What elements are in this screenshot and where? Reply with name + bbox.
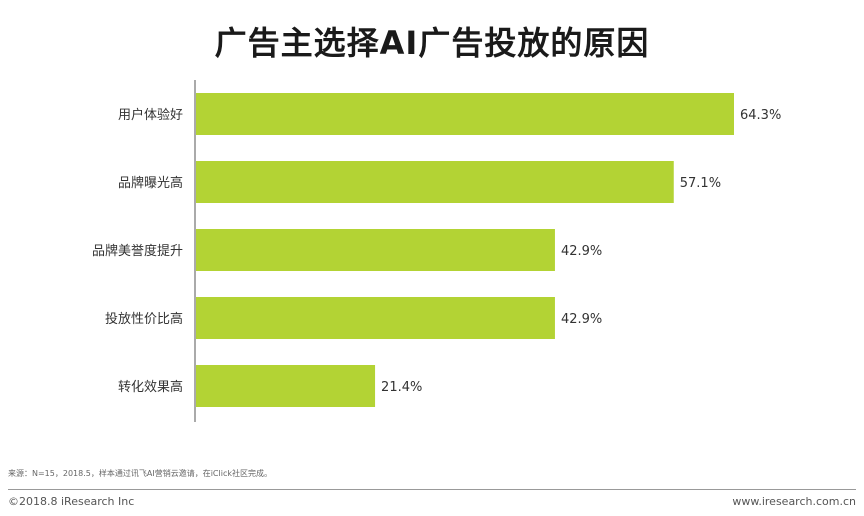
bar-5 [196, 365, 376, 407]
value-label: 64.3% [740, 108, 781, 123]
website-text: www.iresearch.com.cn [732, 495, 856, 508]
bar-1 [196, 93, 734, 135]
value-label: 21.4% [381, 380, 422, 395]
category-label: 用户体验好 [118, 107, 183, 123]
bar-4 [196, 297, 555, 339]
category-label: 品牌美誉度提升 [92, 243, 183, 259]
source-note: 来源：N=15，2018.5，样本通过讯飞AI营销云邀请，在iClick社区完成… [8, 469, 272, 478]
chart-title: 广告主选择AI广告投放的原因 [214, 24, 650, 62]
category-label: 投放性价比高 [105, 311, 183, 327]
copyright-text: ©2018.8 iResearch Inc [8, 495, 135, 508]
category-label: 转化效果高 [118, 379, 183, 395]
value-label: 57.1% [680, 176, 721, 191]
footer-divider [8, 489, 856, 490]
value-label: 42.9% [561, 312, 602, 327]
bar-2 [196, 161, 674, 203]
value-label: 42.9% [561, 244, 602, 259]
bar-3 [196, 229, 555, 271]
category-label: 品牌曝光高 [118, 175, 183, 191]
